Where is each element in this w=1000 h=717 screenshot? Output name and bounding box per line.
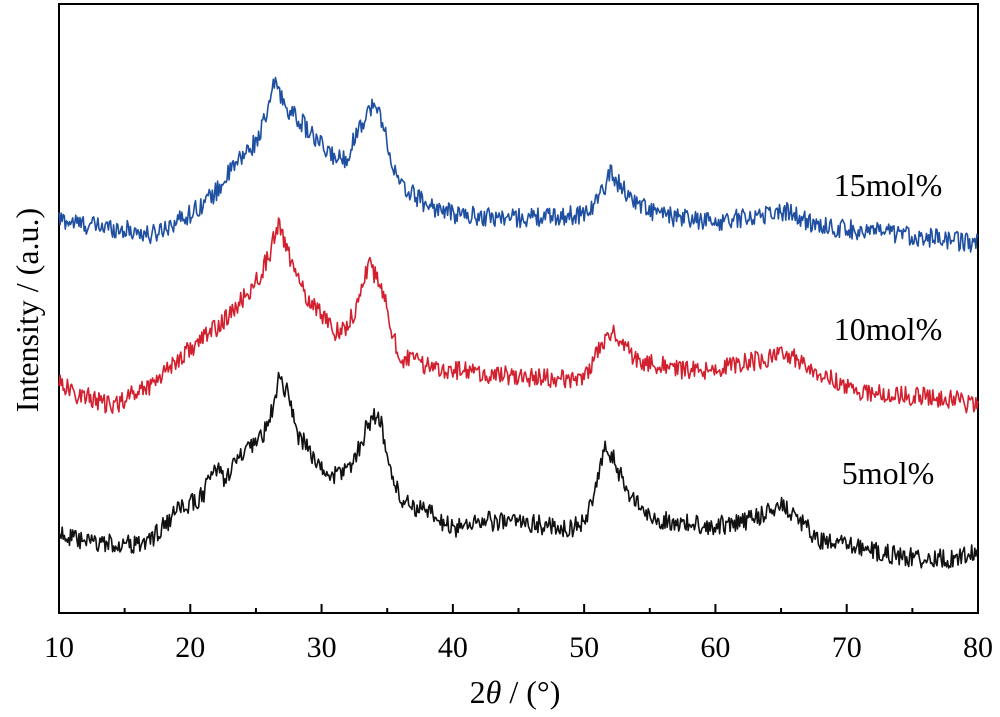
- x-axis-title-prefix: 2: [470, 674, 486, 710]
- series-label: 15mol%: [834, 167, 942, 203]
- series-line-10molpct: [58, 217, 979, 414]
- series-line-15molpct: [58, 76, 979, 253]
- x-tick-label: 10: [44, 631, 74, 664]
- x-tick-label: 70: [832, 631, 862, 664]
- x-tick-label: 40: [438, 631, 468, 664]
- series-label: 10mol%: [834, 311, 942, 347]
- series-label: 5mol%: [842, 455, 934, 491]
- x-axis-title-suffix: / (°): [501, 674, 560, 710]
- x-tick-label: 50: [569, 631, 599, 664]
- y-axis-title: Intensity / (a.u.): [9, 208, 45, 412]
- x-tick-label: 20: [175, 631, 205, 664]
- x-tick-label: 30: [307, 631, 337, 664]
- x-tick-label: 60: [700, 631, 730, 664]
- series-labels: 15mol% 10mol% 5mol%: [834, 167, 942, 491]
- x-axis-title-symbol: θ: [486, 674, 502, 710]
- x-axis-ticks: 10 20 30 40 50 60 70 80: [44, 604, 993, 664]
- series-group: [58, 76, 979, 569]
- x-tick-label: 80: [963, 631, 993, 664]
- series-line-5molpct: [58, 371, 979, 569]
- x-axis-title: 2θ / (°): [470, 674, 561, 710]
